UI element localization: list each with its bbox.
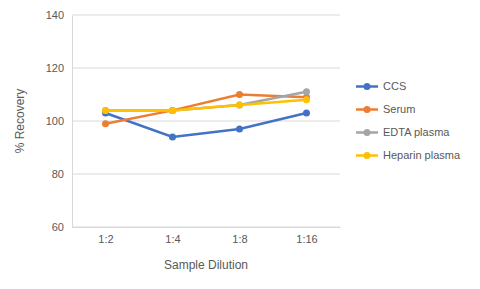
x-tick: 1:4 [165,227,180,245]
x-axis-title: Sample Dilution [164,258,248,272]
series-marker [102,107,109,114]
legend-item: EDTA plasma [356,126,450,138]
series-marker [102,120,109,127]
x-tick: 1:2 [98,227,113,245]
y-axis: 60 80 100 120 140 [46,9,73,233]
legend: CCS Serum EDTA plasma Heparin plasma [356,80,461,161]
y-axis-line [72,16,73,228]
legend-marker [364,129,371,136]
legend-marker [364,83,371,90]
series-marker [169,133,176,140]
y-tick: 140 [46,9,72,21]
y-tick: 80 [52,168,72,180]
y-tick-label: 100 [46,115,64,127]
y-tick-label: 140 [46,9,64,21]
series-marker [236,102,243,109]
legend-label: Heparin plasma [383,149,461,161]
series-marker [169,107,176,114]
legend-marker [364,106,371,113]
series [102,88,310,114]
y-tick-label: 120 [46,62,64,74]
x-axis: 1:2 1:4 1:8 1:16 [73,227,341,245]
series-marker [236,125,243,132]
x-tick-label: 1:4 [165,233,180,245]
series-marker [169,107,176,114]
series-marker [236,102,243,109]
series-marker [303,96,310,103]
y-tick-label: 60 [52,221,64,233]
series-marker [169,107,176,114]
x-tick-label: 1:2 [98,233,113,245]
series-line [106,92,307,111]
grid-line [72,15,340,16]
y-tick-label: 80 [52,168,64,180]
series-marker [102,107,109,114]
x-tick: 1:16 [296,227,317,245]
y-tick: 60 [52,221,72,233]
series-line [106,100,307,111]
series [102,91,310,127]
legend-item: CCS [356,80,406,92]
plot-area [102,88,310,140]
x-tick-label: 1:8 [232,233,247,245]
legend-item: Heparin plasma [356,149,461,161]
legend-marker [364,152,371,159]
y-axis-title: % Recovery [13,89,27,154]
grid [72,15,340,227]
series-marker [303,110,310,117]
series [102,110,310,141]
grid-line [72,174,340,175]
series-marker [303,88,310,95]
legend-item: Serum [356,103,415,115]
y-tick: 120 [46,62,72,74]
x-axis-line [73,227,341,228]
series [102,96,310,114]
grid-line [72,227,340,228]
y-tick: 100 [46,115,72,127]
legend-label: EDTA plasma [383,126,450,138]
legend-label: CCS [383,80,406,92]
series-marker [236,91,243,98]
x-tick-label: 1:16 [296,233,317,245]
chart: 60 80 100 120 140 1:2 1:4 1:8 1:16 Sample Dilutio… [0,0,480,289]
grid-line [72,68,340,69]
legend-label: Serum [383,103,415,115]
x-tick: 1:8 [232,227,247,245]
